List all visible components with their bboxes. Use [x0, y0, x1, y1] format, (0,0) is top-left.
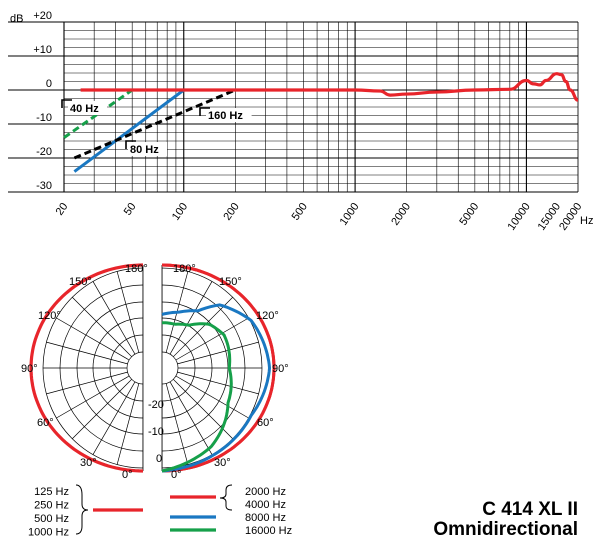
polar-spoke — [46, 341, 128, 365]
polar-spoke — [92, 281, 136, 355]
low-cut-label-bg — [68, 101, 107, 115]
legend-brace — [75, 484, 89, 535]
polar-curve-right — [161, 263, 276, 473]
polar-spoke — [177, 371, 259, 395]
polar-spoke — [175, 317, 249, 361]
polar-angle-label: 0° — [171, 469, 182, 481]
x-tick-label: 2000 — [389, 201, 413, 228]
polar-curve-right — [161, 321, 233, 473]
legend-band-label: 8000 Hz — [245, 512, 286, 524]
legend-band-label: 4000 Hz — [245, 499, 286, 511]
y-tick-label: -20 — [36, 146, 52, 158]
low-cut-label: 80 Hz — [130, 144, 159, 156]
response-curve — [80, 72, 579, 102]
low-cut-label-bg — [128, 142, 167, 156]
polar-spoke — [116, 271, 140, 353]
polar-grid — [42, 267, 143, 469]
polar-spoke — [92, 381, 136, 455]
x-axis-label: Hz — [580, 215, 593, 227]
polar-angle-label: 180° — [125, 263, 148, 275]
low-cut-leader — [199, 107, 210, 116]
polar-pattern-chart: 180° 180° 150° 150° 120° 120° 90° 90° 60° 60° 30° 3… — [21, 263, 289, 481]
polar-spoke — [56, 317, 130, 361]
polar-angle-label: 150° — [69, 276, 92, 288]
polar-spoke — [175, 375, 249, 419]
legend-brace — [219, 484, 233, 511]
polar-spoke — [56, 375, 130, 419]
low-cut-labels: 40 Hz 80 Hz 160 Hz — [61, 99, 252, 156]
low-cut-line — [73, 88, 236, 160]
low-cut-label: 160 Hz — [208, 110, 243, 122]
polar-radial-labels: -20 -10 0 — [148, 399, 164, 465]
x-tick-label: 500 — [290, 201, 310, 223]
legend-band-label: 16000 Hz — [245, 525, 292, 537]
polar-curve-right — [161, 303, 272, 473]
x-tick-label: 100 — [170, 201, 190, 223]
polar-radial-label: -20 — [148, 399, 164, 411]
product-model: C 414 XL II — [482, 499, 578, 520]
polar-spoke — [173, 379, 233, 439]
y-axis-label: dB — [10, 13, 23, 25]
polar-spoke — [116, 383, 140, 465]
polar-angle-label: 180° — [173, 263, 196, 275]
x-tick-label: 20 — [54, 201, 71, 218]
polar-left-half — [29, 263, 144, 473]
low-cut-line — [63, 88, 134, 139]
polar-right-half — [161, 263, 276, 473]
y-tick-label: +20 — [33, 10, 52, 22]
y-tick-label: -10 — [36, 112, 52, 124]
polar-curve-left — [29, 263, 144, 473]
polar-angle-label: 0° — [122, 469, 133, 481]
low-cut-leader — [125, 140, 136, 149]
polar-pattern-name: Omnidirectional — [433, 519, 578, 540]
x-tick-label: 10000 — [506, 201, 533, 233]
y-tick-label: -30 — [36, 180, 52, 192]
x-tick-label: 200 — [221, 201, 241, 223]
polar-angle-label: 150° — [219, 276, 242, 288]
polar-angle-label: 30° — [80, 457, 97, 469]
legend-band-label: 125 Hz — [34, 486, 69, 498]
low-cut-label: 40 Hz — [70, 103, 99, 115]
y-tick-label: 0 — [46, 78, 52, 90]
low-cut-leader — [61, 99, 72, 108]
y-tick-labels: +20 +10 0 -10 -20 -30 — [33, 10, 52, 192]
y-tick-label: +10 — [33, 44, 52, 56]
response-series — [63, 72, 579, 173]
low-cut-line — [73, 88, 185, 173]
polar-spoke — [72, 297, 132, 357]
polar-spoke — [72, 379, 132, 439]
polar-angle-label: 90° — [272, 363, 289, 375]
legend-band-label: 500 Hz — [34, 513, 69, 525]
legend-band-label: 2000 Hz — [245, 486, 286, 498]
polar-angle-label: 90° — [21, 363, 38, 375]
legend-band-label: 1000 Hz — [28, 527, 69, 539]
frequency-response-chart: +20 +10 0 -10 -20 -30 20 50 100 200 500 1000 2000 50… — [8, 10, 593, 233]
polar-angle-label: 60° — [257, 417, 274, 429]
polar-spoke — [46, 371, 128, 395]
x-tick-label: 1000 — [338, 201, 362, 228]
legend-band-label: 250 Hz — [34, 500, 69, 512]
x-tick-label: 5000 — [457, 201, 481, 228]
x-tick-label: 50 — [122, 201, 139, 218]
polar-angle-label: 120° — [256, 310, 279, 322]
polar-angle-label: 60° — [37, 417, 54, 429]
low-cut-label-bg — [206, 108, 252, 122]
polar-spoke — [169, 381, 213, 455]
polar-radial-label: 0 — [156, 453, 162, 465]
polar-radial-label: -10 — [148, 426, 164, 438]
polar-spoke — [165, 383, 189, 465]
polar-grid — [162, 267, 263, 469]
polar-spoke — [177, 341, 259, 365]
polar-angle-labels: 180° 180° 150° 150° 120° 120° 90° 90° 60° 60° 30° 3… — [21, 263, 289, 481]
polar-angle-label: 120° — [38, 310, 61, 322]
polar-spoke — [169, 281, 213, 355]
polar-angle-label: 30° — [214, 457, 231, 469]
